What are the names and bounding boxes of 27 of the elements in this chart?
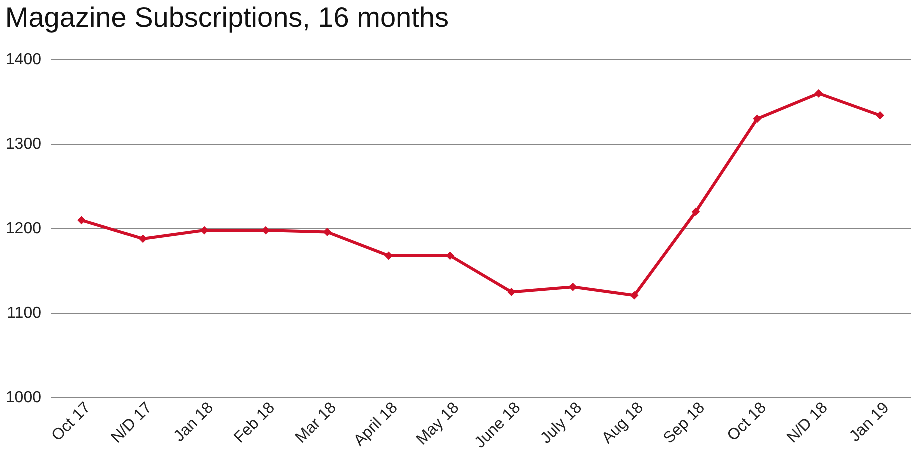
x-tick-label: Feb 18 [231,399,279,447]
y-tick-label: 1300 [6,136,42,153]
y-tick-label: 1100 [7,305,42,322]
point [630,291,639,300]
point [508,288,516,296]
x-tick-label: Oct 18 [724,399,770,445]
point [814,89,824,98]
x-tick-label: N/D 17 [108,399,156,447]
x-tick-label: Jan 18 [171,399,218,446]
x-tick-label: Oct 17 [48,399,94,445]
x-tick-label: Aug 18 [599,399,648,448]
chart-title: Magazine Subscriptions, 16 months [5,2,449,33]
x-tick-label: Jan 19 [846,399,893,446]
point [692,208,700,216]
x-tick-label: N/D 18 [784,399,832,447]
y-tick-label: 1200 [6,220,42,238]
point [753,114,762,124]
x-tick-label: Sep 18 [660,399,709,448]
x-tick-label: May 18 [414,399,463,449]
point [78,216,86,225]
x-tick-label: July 18 [538,399,586,448]
point [876,111,884,120]
x-tick-label: Mar 18 [292,399,340,447]
point [138,234,148,244]
point [446,252,454,260]
y-tick-label: 1400 [6,52,42,68]
y-tick-label: 1000 [6,390,42,406]
